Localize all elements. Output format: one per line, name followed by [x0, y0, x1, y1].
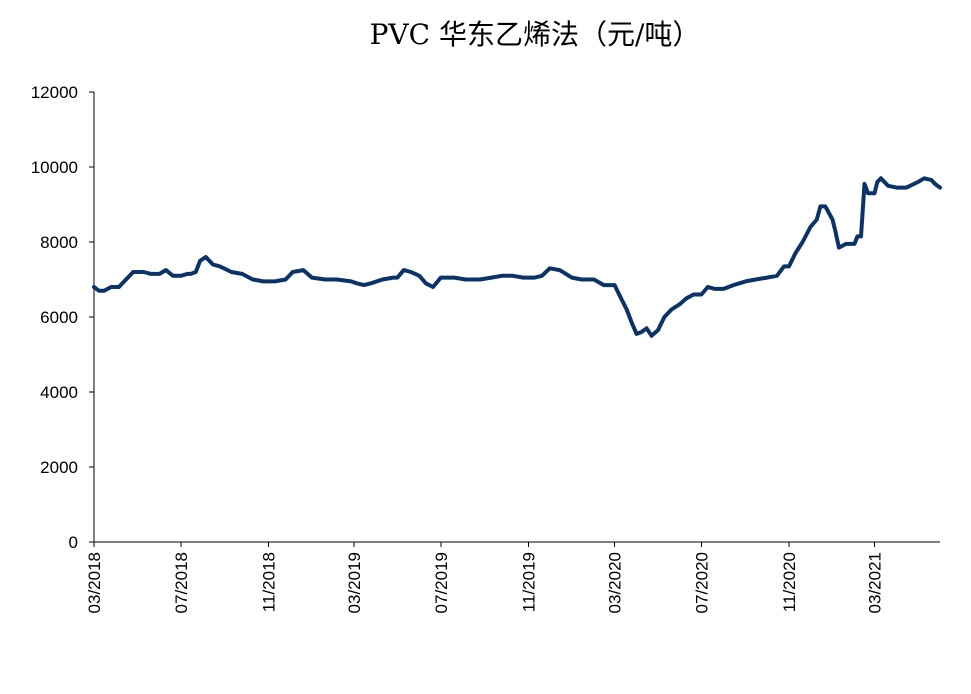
- x-tick-label: 11/2020: [780, 552, 799, 612]
- x-tick-label: 03/2018: [85, 552, 104, 613]
- y-tick-label: 6000: [40, 308, 78, 327]
- price-series-line: [92, 176, 942, 338]
- y-tick-label: 12000: [31, 83, 78, 102]
- x-tick-label: 07/2020: [692, 552, 711, 613]
- y-tick-label: 10000: [31, 158, 78, 177]
- y-tick-label: 8000: [40, 233, 78, 252]
- x-tick-label: 03/2020: [606, 552, 625, 613]
- x-tick-label: 03/2019: [345, 552, 364, 613]
- x-tick-label: 03/2021: [865, 552, 884, 613]
- y-tick-label: 2000: [40, 458, 78, 477]
- y-tick-label: 0: [69, 533, 78, 552]
- x-tick-label: 11/2018: [259, 552, 278, 612]
- x-tick-label: 07/2018: [172, 552, 191, 613]
- chart-title: PVC 华东乙烯法（元/吨）: [370, 18, 701, 51]
- x-tick-label: 11/2019: [519, 552, 538, 612]
- x-axis-ticks: 03/2018 07/2018 11/2018 03/2019 07/2019 11/20…: [85, 542, 884, 613]
- y-axis-ticks: 0 2000 4000 6000 8000 10000 12000: [31, 83, 94, 552]
- x-tick-label: 07/2019: [432, 552, 451, 613]
- y-tick-label: 4000: [40, 383, 78, 402]
